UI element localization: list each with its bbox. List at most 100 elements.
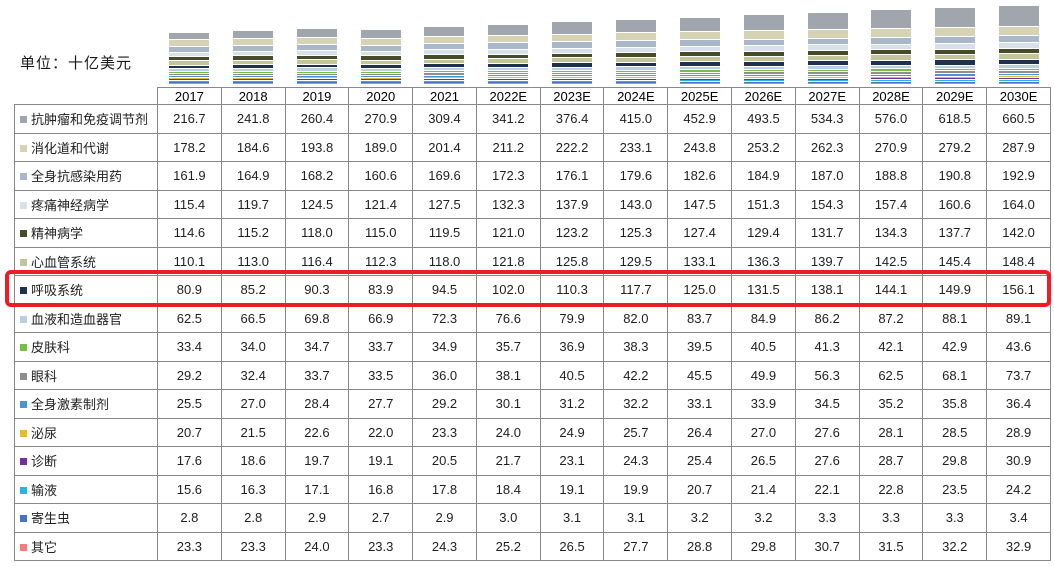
bar-segment — [488, 43, 529, 49]
value-cell: 31.2 — [539, 389, 605, 419]
bar-slot — [285, 0, 349, 84]
year-header-cell: 2030E — [986, 87, 1051, 105]
bar-segment — [679, 80, 720, 82]
value-cell: 493.5 — [731, 104, 796, 134]
value-cell: 262.3 — [794, 132, 860, 162]
value-cell: 20.7 — [667, 474, 733, 504]
value-cell: 22.0 — [348, 417, 414, 447]
value-cell: 66.9 — [348, 303, 414, 333]
bar-segment — [743, 74, 784, 76]
value-cell: 160.6 — [348, 161, 414, 191]
bar-segment — [999, 48, 1040, 54]
bar-segment — [743, 61, 784, 66]
bar-segment — [296, 51, 337, 55]
value-cell: 31.5 — [858, 531, 924, 561]
value-cell: 34.7 — [284, 332, 350, 362]
bar-slot — [987, 0, 1051, 84]
bar-segment — [935, 8, 976, 27]
bar-segment — [168, 32, 209, 40]
table-row: 皮肤科 33.4 34.0 34.7 33.7 34.9 35.7 36.9 38.3 39.5 4… — [14, 332, 1051, 362]
legend-swatch-icon — [20, 144, 27, 152]
bar-segment — [168, 83, 209, 84]
value-cell: 3.2 — [731, 503, 796, 533]
stacked-bar-chart — [157, 0, 1051, 84]
highlight-box-respiratory-row — [5, 270, 1051, 307]
value-cell: 125.0 — [667, 275, 733, 305]
bar-segment — [807, 78, 848, 80]
value-cell: 169.6 — [412, 161, 477, 191]
category-label-cell: 其它 — [14, 531, 158, 561]
bar-segment — [424, 80, 465, 82]
bar-segment — [232, 75, 273, 77]
bar-segment — [232, 39, 273, 45]
value-cell: 42.9 — [922, 332, 988, 362]
category-label: 全身抗感染用药 — [31, 169, 123, 185]
bar-segment — [679, 46, 720, 52]
value-cell: 34.9 — [412, 332, 477, 362]
legend-swatch-icon — [20, 287, 27, 295]
value-cell: 35.8 — [922, 389, 988, 419]
table-row: 疼痛神经病学 115.4 119.7 124.5 121.4 127.5 132.3 137.… — [14, 189, 1051, 219]
value-cell: 42.2 — [603, 360, 669, 390]
bar-segment — [679, 62, 720, 66]
value-cell: 73.7 — [986, 360, 1051, 390]
bar-segment — [679, 32, 720, 40]
bar-slot — [476, 0, 540, 84]
category-label: 泌尿 — [31, 425, 58, 441]
bar-segment — [999, 54, 1040, 59]
category-label-cell: 血液和造血器官 — [14, 303, 158, 333]
value-cell: 19.9 — [603, 474, 669, 504]
bar-segment — [807, 45, 848, 50]
legend-swatch-icon — [20, 258, 27, 266]
value-cell: 32.2 — [603, 389, 669, 419]
bar-segment — [168, 74, 209, 75]
bar-segment — [552, 77, 593, 78]
bar-segment — [615, 47, 656, 53]
category-label-cell: 呼吸系统 — [14, 275, 158, 305]
bar-segment — [615, 62, 656, 67]
bar-segment — [935, 27, 976, 36]
value-cell: 23.3 — [157, 531, 222, 561]
value-cell: 22.6 — [284, 417, 350, 447]
value-cell: 49.9 — [731, 360, 796, 390]
category-label: 其它 — [31, 539, 58, 555]
bar-segment — [935, 74, 976, 76]
category-label-cell: 全身抗感染用药 — [14, 161, 158, 191]
bar-segment — [615, 70, 656, 72]
value-cell: 127.5 — [412, 189, 477, 219]
value-cell: 25.4 — [667, 446, 733, 476]
value-cell: 415.0 — [603, 104, 669, 134]
bar-segment — [999, 68, 1040, 71]
value-cell: 89.1 — [986, 303, 1051, 333]
value-cell: 38.3 — [603, 332, 669, 362]
bar-segment — [552, 70, 593, 73]
table-row: 泌尿 20.7 21.5 22.6 22.0 23.3 24.0 24.9 25.7 26.4 27… — [14, 417, 1051, 447]
bar-segment — [360, 39, 401, 45]
value-cell: 26.5 — [731, 446, 796, 476]
bar-segment — [488, 54, 529, 59]
value-cell: 23.3 — [348, 531, 414, 561]
bar-segment — [999, 80, 1040, 81]
category-label-cell: 眼科 — [14, 360, 158, 390]
bar-segment — [807, 29, 848, 38]
bar-segment — [615, 75, 656, 77]
value-cell: 142.0 — [986, 218, 1051, 248]
year-header-cell: 2019 — [284, 87, 350, 105]
bar-segment — [615, 83, 656, 84]
value-cell: 161.9 — [157, 161, 222, 191]
value-cell: 341.2 — [475, 104, 541, 134]
bar-segment — [488, 49, 529, 54]
value-cell: 23.3 — [220, 531, 286, 561]
value-cell: 84.9 — [731, 303, 796, 333]
value-cell: 19.1 — [348, 446, 414, 476]
value-cell: 253.2 — [731, 132, 796, 162]
legend-swatch-icon — [20, 372, 27, 380]
value-cell: 43.6 — [986, 332, 1051, 362]
table-row: 精神病学 114.6 115.2 118.0 115.0 119.5 121.0 123.2 1… — [14, 218, 1051, 248]
bar-segment — [424, 37, 465, 44]
bar-segment — [807, 83, 848, 84]
value-cell: 22.1 — [794, 474, 860, 504]
value-cell: 36.4 — [986, 389, 1051, 419]
bar-segment — [743, 72, 784, 74]
bar-segment — [488, 73, 529, 75]
